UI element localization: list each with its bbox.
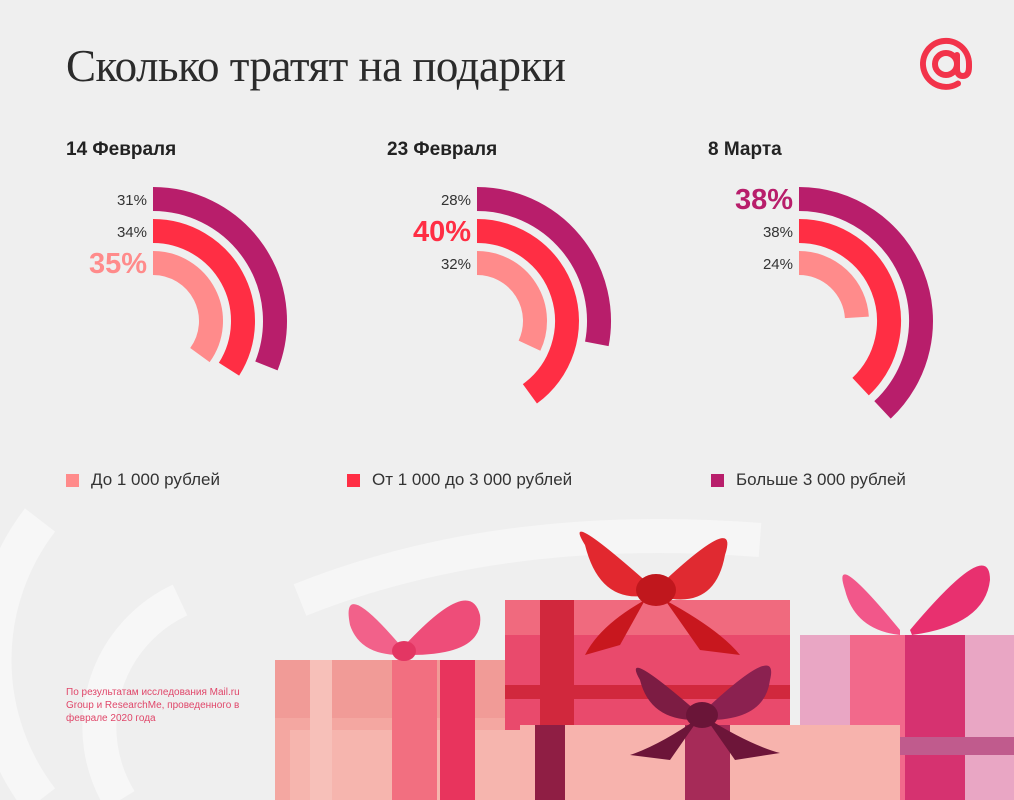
radial-chart-14-feb: 35% 34% 31%: [89, 187, 287, 376]
legend-label: От 1 000 до 3 000 рублей: [372, 470, 573, 489]
value-label-1000-3000: 40%: [413, 216, 471, 248]
value-label-1000-3000: 38%: [763, 224, 793, 241]
ring-under-1000: [152, 251, 223, 363]
at-sign-icon: [920, 37, 973, 90]
value-label-over-3000: 38%: [735, 184, 793, 216]
ring-over-3000: [798, 187, 933, 419]
legend-swatch: [66, 473, 79, 487]
ring-under-1000: [798, 251, 869, 319]
value-label-under-1000: 24%: [763, 256, 793, 273]
ring-over-3000: [152, 187, 287, 371]
legend-swatch: [347, 473, 360, 487]
ring-1000-3000: [152, 219, 255, 376]
ring-1000-3000: [798, 219, 901, 396]
radial-chart-23-feb: 32% 40% 28%: [413, 187, 611, 404]
chart-title-23-feb: 23 Февраля: [387, 139, 498, 160]
value-label-over-3000: 31%: [117, 192, 147, 209]
value-label-under-1000: 35%: [89, 248, 147, 280]
legend-item-under-1000: До 1 000 рублей: [66, 470, 220, 490]
ring-over-3000: [476, 187, 611, 347]
value-label-over-3000: 28%: [441, 192, 471, 209]
value-label-under-1000: 32%: [441, 256, 471, 273]
chart-title-14-feb: 14 Февраля: [66, 139, 177, 160]
legend-item-1000-3000: От 1 000 до 3 000 рублей: [347, 470, 572, 490]
gift-boxes-illustration: [275, 531, 1014, 800]
legend-swatch: [711, 473, 724, 487]
legend-label: Больше 3 000 рублей: [736, 470, 906, 489]
value-label-1000-3000: 34%: [117, 224, 147, 241]
ring-1000-3000: [476, 219, 579, 404]
radial-chart-8-mar: 24% 38% 38%: [735, 184, 933, 419]
legend-item-over-3000: Больше 3 000 рублей: [711, 470, 906, 490]
page-title: Сколько тратят на подарки: [66, 41, 566, 91]
chart-title-8-mar: 8 Марта: [708, 139, 782, 160]
ring-under-1000: [476, 251, 547, 351]
source-note: По результатам исследования Mail.ru Grou…: [66, 687, 240, 724]
legend-label: До 1 000 рублей: [91, 470, 220, 489]
